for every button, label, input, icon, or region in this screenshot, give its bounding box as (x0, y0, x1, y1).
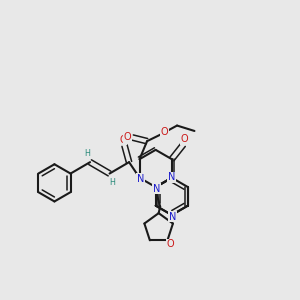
Text: N: N (137, 174, 144, 184)
Text: N: N (153, 184, 160, 194)
Text: N: N (168, 172, 176, 182)
Text: O: O (123, 132, 131, 142)
Text: O: O (181, 134, 188, 144)
Text: O: O (160, 127, 168, 136)
Text: H: H (85, 149, 91, 158)
Text: H: H (109, 178, 115, 187)
Text: O: O (167, 239, 174, 250)
Text: O: O (119, 135, 127, 145)
Text: N: N (169, 212, 176, 222)
